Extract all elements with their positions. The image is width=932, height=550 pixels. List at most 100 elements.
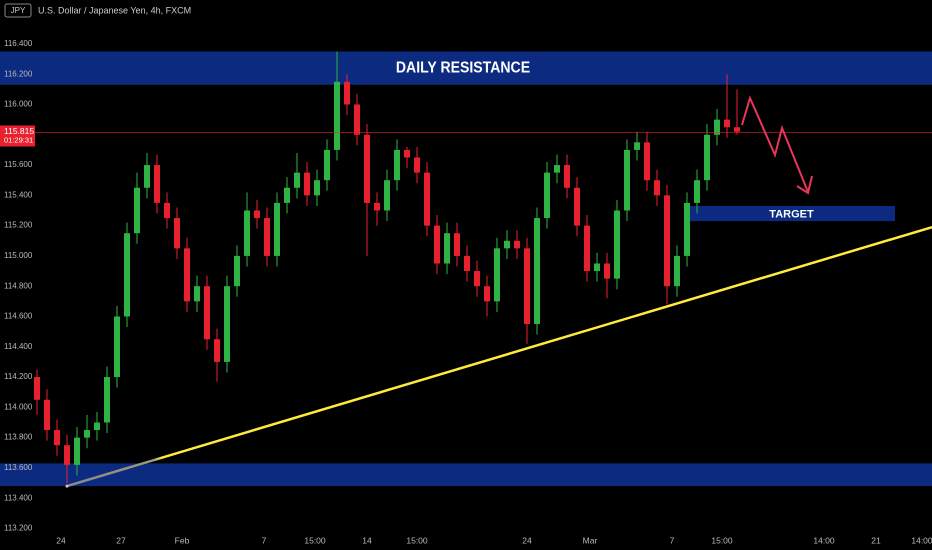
- y-tick-label: 116.200: [4, 69, 33, 78]
- y-tick-label: 113.600: [4, 463, 33, 472]
- candle-body: [484, 286, 490, 302]
- candle-body: [664, 195, 670, 287]
- symbol: JPY: [11, 6, 26, 15]
- candle-body: [724, 119, 730, 128]
- candle-body: [164, 202, 170, 219]
- candle-body: [614, 210, 620, 279]
- candle-body: [554, 165, 560, 173]
- y-tick-label: 116.000: [4, 100, 33, 109]
- candle-body: [544, 172, 550, 219]
- candle-body: [394, 149, 400, 181]
- x-tick-label: 7: [670, 535, 675, 545]
- candle-body: [674, 255, 680, 287]
- candle-body: [374, 202, 380, 211]
- chart-title: U.S. Dollar / Japanese Yen, 4h, FXCM: [38, 5, 191, 15]
- x-tick-label: 15:00: [304, 535, 326, 545]
- candle-body: [514, 240, 520, 249]
- candle-body: [524, 248, 530, 325]
- candle-body: [474, 271, 480, 287]
- candle-body: [574, 187, 580, 226]
- forecast-arrow: [741, 95, 809, 193]
- candle-body: [634, 142, 640, 150]
- x-tick-label: 15:00: [406, 535, 428, 545]
- candle-body: [254, 210, 260, 219]
- candle-body: [64, 445, 70, 465]
- candle-body: [314, 180, 320, 196]
- candle-body: [534, 218, 540, 325]
- candle-body: [494, 248, 500, 302]
- x-tick-label: 14:00: [813, 535, 835, 545]
- candle-body: [234, 255, 240, 287]
- x-tick-label: 24: [522, 535, 532, 545]
- candle-body: [364, 134, 370, 203]
- y-tick-label: 116.400: [4, 39, 33, 48]
- candle-body: [124, 233, 130, 317]
- candle-body: [464, 255, 470, 272]
- candle-body: [704, 134, 710, 181]
- y-tick-label: 115.400: [4, 190, 33, 199]
- y-tick-label: 114.200: [4, 372, 33, 381]
- candle-body: [274, 202, 280, 256]
- candle-body: [174, 218, 180, 249]
- candle-body: [214, 339, 220, 362]
- x-tick-label: 15:00: [711, 535, 733, 545]
- zone: [0, 51, 932, 85]
- y-tick-label: 115.200: [4, 221, 33, 230]
- candle-body: [444, 233, 450, 264]
- candle-body: [154, 165, 160, 203]
- y-tick-label: 113.400: [4, 493, 33, 502]
- candle-body: [284, 187, 290, 203]
- candle-body: [714, 119, 720, 135]
- candle-body: [264, 218, 270, 256]
- candle-body: [94, 422, 100, 431]
- symbol-badge: [4, 3, 32, 18]
- candle-body: [414, 157, 420, 173]
- candle-body: [434, 225, 440, 264]
- target-zone: [688, 205, 895, 222]
- x-tick-label: Feb: [175, 535, 190, 545]
- price-label: 115.815: [4, 126, 34, 136]
- candle-body: [334, 81, 340, 150]
- candle-body: [294, 172, 300, 188]
- candle-body: [54, 430, 60, 446]
- x-tick-label: 24: [56, 535, 66, 545]
- y-tick-label: 113.200: [4, 524, 33, 533]
- candle-body: [144, 165, 150, 188]
- candle-body: [424, 172, 430, 226]
- candle-body: [204, 286, 210, 340]
- candle-body: [604, 263, 610, 279]
- trendline-handle: [65, 484, 69, 488]
- trendline: [66, 225, 932, 488]
- candle-body: [44, 399, 50, 431]
- candle-body: [644, 142, 650, 181]
- zone: [0, 463, 932, 487]
- candle-body: [244, 210, 250, 256]
- candle-body: [184, 248, 190, 302]
- candle-body: [454, 233, 460, 256]
- y-tick-label: 113.800: [4, 433, 33, 442]
- candle-body: [74, 437, 80, 465]
- candle-body: [564, 165, 570, 188]
- y-tick-label: 114.600: [4, 312, 33, 321]
- y-tick-label: 114.000: [4, 402, 33, 411]
- candle-body: [684, 202, 690, 256]
- x-tick-label: 14:00: [911, 535, 932, 545]
- x-tick-label: Mar: [583, 535, 598, 545]
- zone-label: DAILY RESISTANCE: [396, 59, 530, 77]
- candle-body: [344, 81, 350, 105]
- target-label: TARGET: [769, 208, 814, 220]
- x-tick-label: 27: [116, 535, 126, 545]
- price-badge: [0, 125, 35, 147]
- x-tick-label: 21: [871, 535, 881, 545]
- candle-body: [584, 225, 590, 272]
- candle-body: [404, 149, 410, 158]
- y-tick-label: 115.600: [4, 160, 33, 169]
- candle-body: [504, 240, 510, 249]
- candle-body: [34, 377, 40, 400]
- y-tick-label: 114.400: [4, 342, 33, 351]
- candle-body: [134, 187, 140, 234]
- candle-body: [734, 127, 740, 132]
- y-tick-label: 114.800: [4, 281, 33, 290]
- countdown: 01:29:31: [4, 135, 33, 144]
- candle-body: [354, 104, 360, 135]
